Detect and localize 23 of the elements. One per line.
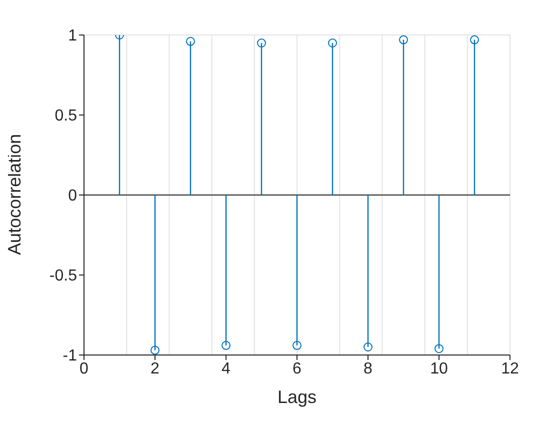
point	[328, 38, 337, 48]
x-tick-label: 0	[80, 360, 89, 378]
point	[186, 36, 195, 46]
y-tick-label: 0.5	[54, 108, 78, 125]
point	[364, 342, 372, 352]
y-tick-label: 0	[68, 188, 78, 205]
y-tick-label: -1	[62, 348, 78, 365]
x-tick-label: 4	[222, 360, 231, 378]
point	[434, 344, 444, 354]
x-tick-label: 12	[501, 360, 519, 378]
y-tick-label: -0.5	[49, 268, 78, 285]
x-axis-title: Lags	[277, 387, 317, 407]
point	[399, 35, 408, 44]
x-tick-label: 8	[364, 360, 373, 378]
x-tick-label: 2	[150, 360, 160, 378]
point	[292, 340, 302, 350]
point	[150, 346, 160, 355]
y-tick-label: 1	[68, 28, 78, 45]
point	[257, 38, 266, 48]
point	[222, 340, 230, 350]
x-tick-label: 10	[430, 360, 448, 378]
point	[470, 35, 479, 44]
x-tick-label: 6	[292, 360, 302, 378]
